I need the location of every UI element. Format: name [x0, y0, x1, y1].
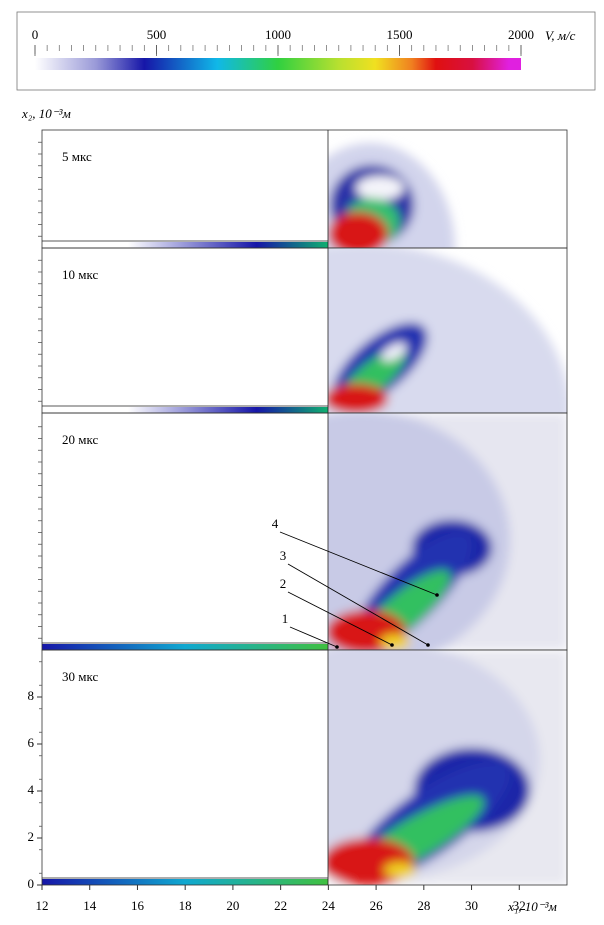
- field: [210, 410, 567, 670]
- x-tick-label: 16: [131, 898, 145, 913]
- colorbar: [35, 58, 521, 70]
- colorbar-tick-label: 500: [147, 27, 167, 42]
- annotation-point: [335, 645, 339, 649]
- field: [220, 640, 567, 903]
- y-tick-label: 2: [28, 829, 35, 844]
- panel-frame: [42, 130, 567, 248]
- x-tick-label: 24: [322, 898, 336, 913]
- field-region: [380, 634, 410, 650]
- panel-label: 30 мкс: [62, 669, 98, 684]
- panel-label: 20 мкс: [62, 432, 98, 447]
- x-tick-label: 20: [226, 898, 239, 913]
- annotation: 1: [282, 611, 289, 626]
- x-tick-label: 30: [465, 898, 478, 913]
- annotation-point: [435, 593, 439, 597]
- colorbar-label: V, м/с: [545, 28, 576, 43]
- channel-jet: [42, 644, 328, 650]
- field-region: [356, 176, 404, 200]
- x-tick-label: 12: [36, 898, 49, 913]
- field-region: [322, 838, 414, 886]
- colorbar-tick-label: 0: [32, 27, 39, 42]
- y-axis-label: x₂, 10⁻³м: [21, 106, 71, 121]
- annotation: 4: [272, 516, 279, 531]
- x-tick-label: 22: [274, 898, 287, 913]
- field-region: [384, 862, 416, 878]
- y-tick-label: 8: [28, 688, 35, 703]
- colorbar-tick-label: 2000: [508, 27, 534, 42]
- channel-jet: [42, 242, 328, 248]
- field-blur: [210, 410, 567, 670]
- channel-jet: [42, 879, 328, 885]
- panel-label: 10 мкс: [62, 267, 98, 282]
- channel-jet: [42, 407, 328, 413]
- x-tick-label: 26: [370, 898, 384, 913]
- field-region: [324, 384, 388, 414]
- colorbar-tick-label: 1500: [387, 27, 413, 42]
- x-tick-label: 28: [417, 898, 430, 913]
- annotation: 3: [280, 548, 287, 563]
- annotation-point: [390, 643, 394, 647]
- y-tick-label: 4: [28, 782, 35, 797]
- annotation: 2: [280, 576, 287, 591]
- y-tick-label: 0: [28, 876, 35, 891]
- x-tick-label: 18: [179, 898, 192, 913]
- field-blur: [220, 640, 567, 903]
- panel-label: 5 мкс: [62, 149, 92, 164]
- y-tick-label: 6: [28, 735, 35, 750]
- annotation-point: [426, 643, 430, 647]
- x-tick-label: 32: [513, 898, 526, 913]
- colorbar-frame: [17, 12, 595, 90]
- x-tick-label: 14: [83, 898, 97, 913]
- colorbar-tick-label: 1000: [265, 27, 291, 42]
